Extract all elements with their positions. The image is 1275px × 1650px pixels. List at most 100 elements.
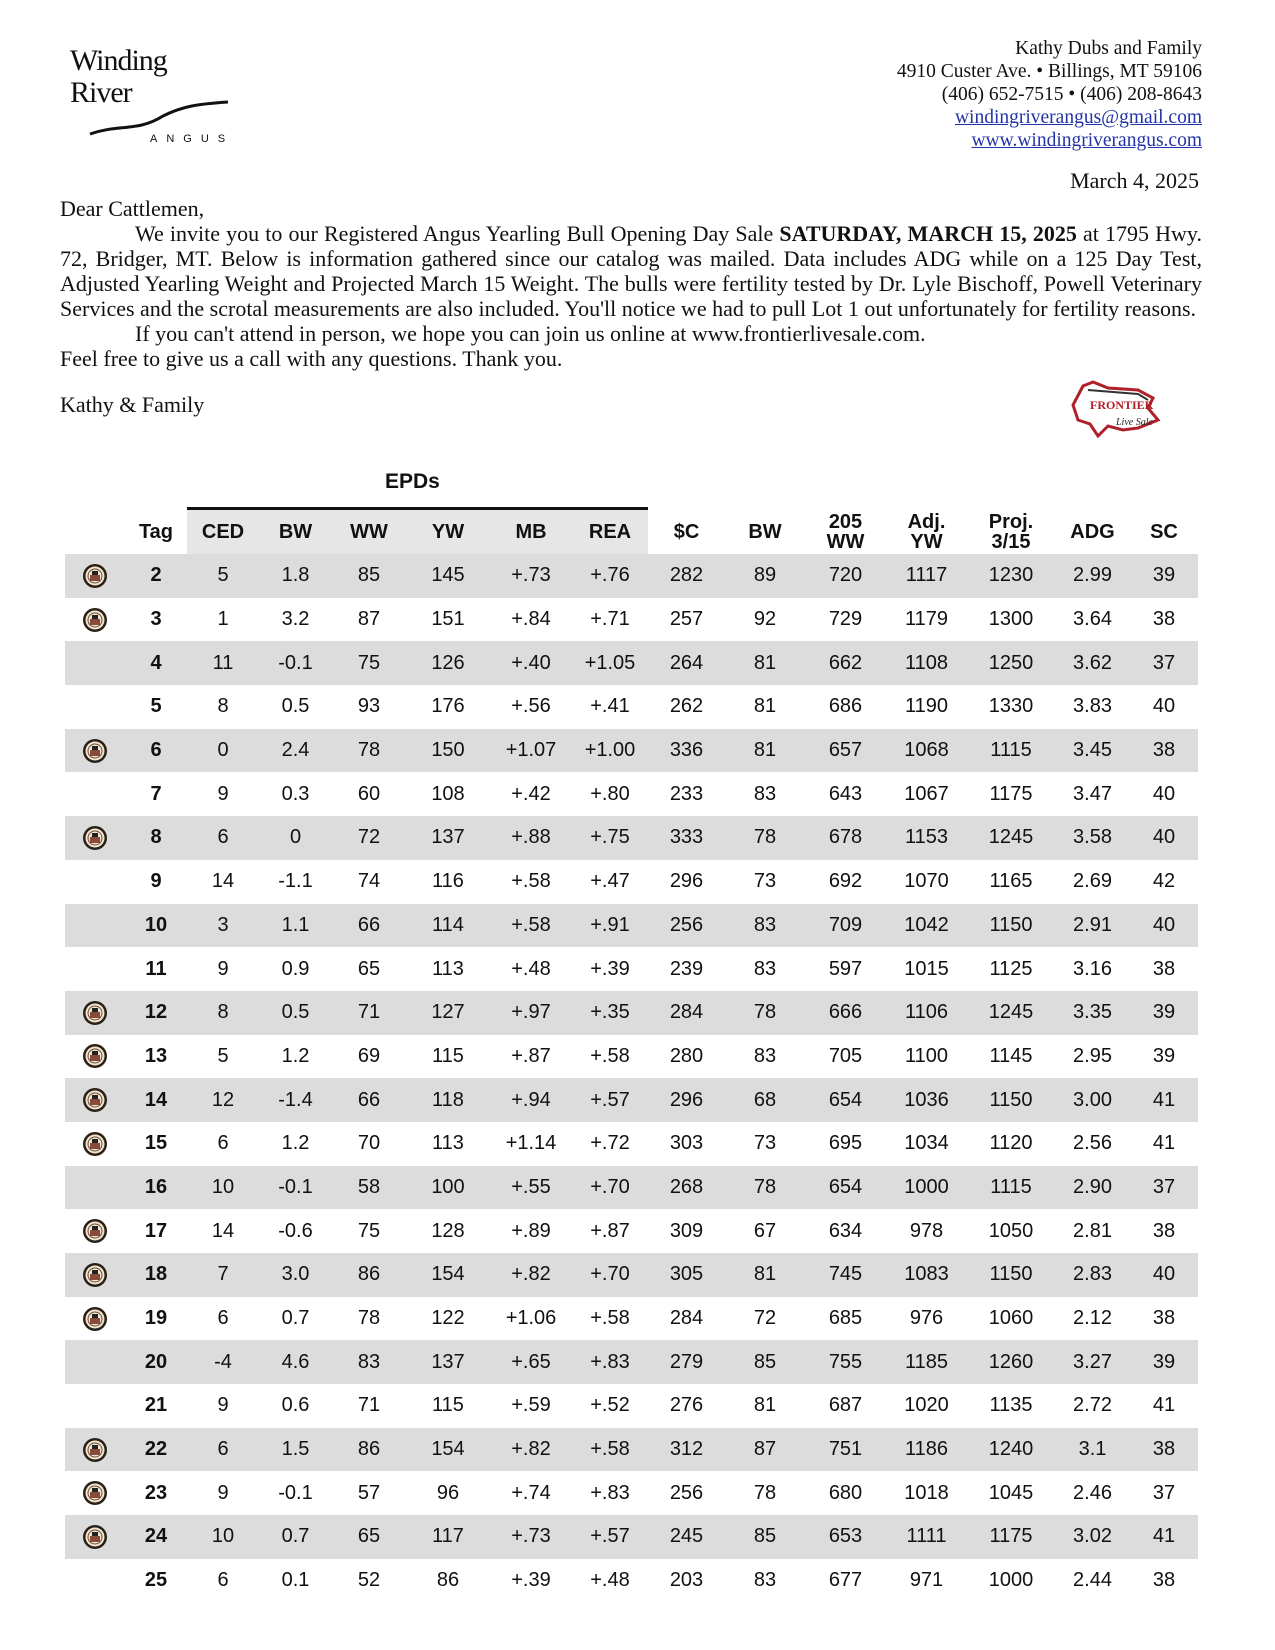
- data-cell: -0.1: [259, 641, 332, 686]
- tag-cell: 18: [125, 1253, 187, 1297]
- table-row: 20 -4 4.6 83 137 +.65 +.83 279 85 755 1185 1260 3.27…: [65, 1340, 1198, 1385]
- data-cell: 66: [332, 903, 406, 948]
- data-cell: +.39: [590, 957, 630, 980]
- tag-cell: 19: [144, 1307, 168, 1330]
- data-cell: 10: [187, 1165, 259, 1210]
- bull-data-table: Tag CED BW WW YW MB REA $C BW 205 WW Adj.…: [65, 510, 1198, 1603]
- data-cell: 86: [332, 1253, 406, 1297]
- svg-text:FRONTIER: FRONTIER: [1090, 398, 1154, 412]
- data-cell: +.88: [490, 816, 572, 860]
- data-cell: +.40: [490, 641, 572, 686]
- data-cell: 1108: [886, 641, 967, 686]
- data-cell: 14: [211, 870, 235, 893]
- svg-text:Live Sale: Live Sale: [1115, 417, 1153, 428]
- p1-rest: at 1795 Hwy. 72, Bridger, MT. Below is i…: [60, 221, 1202, 321]
- data-cell: 128: [431, 1219, 465, 1242]
- table-row: 2 5 1.8 85 145 +.73 +.76 282 89 720 1117 1230 2.99 39: [65, 554, 1198, 598]
- data-cell: 245: [648, 1515, 725, 1559]
- seal-cell: [65, 990, 125, 1035]
- contact-phones: (406) 652-7515 • (406) 208-8643: [941, 84, 1202, 105]
- data-cell: +.74: [511, 1481, 551, 1504]
- data-cell: +.58: [490, 903, 572, 948]
- data-cell: 677: [828, 1569, 863, 1592]
- seal-cell: [65, 772, 125, 816]
- tag-cell: 11: [145, 957, 167, 980]
- data-cell: 1.1: [259, 903, 332, 948]
- data-cell: 86: [332, 1427, 406, 1472]
- data-cell: 1060: [988, 1307, 1034, 1330]
- data-cell: 3.27: [1055, 1340, 1130, 1385]
- data-cell: 78: [357, 1307, 381, 1330]
- data-cell: 3.64: [1073, 608, 1112, 631]
- data-cell: 0.6: [281, 1394, 310, 1417]
- letter-body: Dear Cattlemen, We invite you to our Reg…: [60, 196, 1202, 417]
- table-row: 9 14 -1.1 74 116 +.58 +.47 296 73 692 1070 1165 2.69…: [65, 860, 1198, 904]
- data-cell: +.58: [590, 1307, 630, 1330]
- data-cell: 38: [1152, 1307, 1176, 1330]
- data-cell: +.35: [572, 990, 648, 1035]
- data-cell: +.97: [490, 990, 572, 1035]
- data-cell: 6: [217, 1307, 229, 1330]
- data-cell: +.65: [490, 1340, 572, 1385]
- data-cell: 680: [828, 1481, 863, 1504]
- tag-cell: 15: [144, 1132, 168, 1155]
- data-cell: 3.02: [1055, 1515, 1130, 1559]
- data-cell: 264: [648, 641, 725, 686]
- data-cell: 52: [357, 1569, 381, 1592]
- tag-cell: 13: [144, 1044, 168, 1067]
- website-link[interactable]: www.windingriverangus.com: [971, 130, 1202, 151]
- data-cell: 280: [669, 1044, 704, 1067]
- tag-cell: 20: [125, 1340, 187, 1385]
- data-cell: 203: [669, 1569, 704, 1592]
- data-cell: 662: [805, 641, 886, 686]
- data-cell: 709: [805, 903, 886, 948]
- table-row: 12 8 0.5 71 127 +.97 +.35 284 78 666 1106 1245 3.35 3…: [65, 990, 1198, 1035]
- data-cell: 66: [332, 1078, 406, 1122]
- data-cell: 39: [1130, 990, 1198, 1035]
- data-cell: 971: [909, 1569, 944, 1592]
- data-cell: 71: [357, 1394, 381, 1417]
- sale-date-bold: SATURDAY, MARCH 15, 2025: [779, 221, 1077, 246]
- data-cell: 81: [725, 641, 805, 686]
- data-cell: 3.16: [1073, 957, 1112, 980]
- data-cell: 83: [753, 957, 777, 980]
- certified-seal-icon: [83, 563, 107, 588]
- data-cell: 268: [648, 1165, 725, 1210]
- data-cell: 1153: [886, 816, 967, 860]
- data-cell: 262: [669, 695, 704, 718]
- data-cell: 279: [648, 1340, 725, 1385]
- data-cell: 2.69: [1073, 870, 1112, 893]
- data-cell: 1020: [904, 1394, 949, 1417]
- data-cell: 115: [432, 1044, 464, 1067]
- data-cell: 113: [432, 1132, 464, 1155]
- col-header-dollar-c: $C: [673, 521, 700, 543]
- data-cell: 122: [431, 1307, 465, 1330]
- data-cell: 2.72: [1073, 1394, 1112, 1417]
- col-header-205ww: 205 WW: [826, 511, 865, 553]
- tag-cell: 14: [125, 1078, 187, 1122]
- data-cell: +.57: [572, 1078, 648, 1122]
- data-cell: 81: [753, 695, 777, 718]
- data-cell: 78: [725, 1165, 805, 1210]
- seal-cell: [65, 947, 125, 991]
- data-cell: +.91: [572, 903, 648, 948]
- data-cell: 83: [332, 1340, 406, 1385]
- data-cell: 755: [805, 1340, 886, 1385]
- certified-seal-icon: [83, 825, 107, 850]
- table-row: 17 14 -0.6 75 128 +.89 +.87 309 67 634 978 1050 2.81…: [65, 1209, 1198, 1253]
- data-cell: 1018: [904, 1481, 949, 1504]
- data-cell: 1150: [967, 1253, 1055, 1297]
- email-link[interactable]: windingriverangus@gmail.com: [954, 107, 1202, 128]
- data-cell: 78: [332, 728, 406, 773]
- data-cell: +.87: [511, 1044, 551, 1067]
- data-cell: 1245: [967, 816, 1055, 860]
- seal-cell: [65, 903, 125, 948]
- contact-address: 4910 Custer Ave. • Billings, MT 59106: [896, 61, 1202, 82]
- data-cell: 2.91: [1055, 903, 1130, 948]
- data-cell: +.48: [511, 957, 551, 980]
- data-cell: 3: [187, 903, 259, 948]
- data-cell: +.47: [590, 870, 630, 893]
- data-cell: 67: [753, 1219, 777, 1242]
- data-cell: 1245: [967, 990, 1055, 1035]
- certified-seal-icon: [83, 1088, 107, 1113]
